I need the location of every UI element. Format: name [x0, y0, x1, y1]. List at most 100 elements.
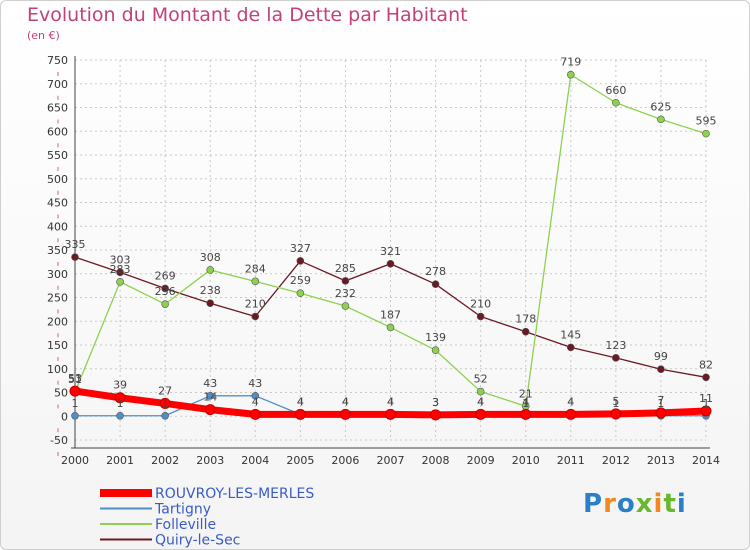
data-point: [521, 327, 530, 336]
legend-label: Folleville: [155, 517, 216, 533]
data-label: 1: [162, 397, 169, 410]
y-tick-label: -50: [50, 434, 68, 447]
data-label: 595: [696, 115, 717, 128]
y-tick-label: 300: [47, 268, 68, 281]
x-tick-label: 2005: [286, 454, 314, 467]
y-tick-label: 650: [47, 102, 68, 115]
data-point: [431, 280, 440, 289]
data-point: [657, 115, 665, 124]
data-label: 284: [245, 262, 266, 275]
data-point: [251, 312, 260, 321]
data-label: 210: [245, 298, 266, 311]
data-point: [206, 266, 215, 274]
data-point: [249, 408, 261, 420]
data-point: [475, 408, 487, 420]
data-label: 4: [297, 395, 304, 408]
x-tick-label: 2001: [106, 454, 134, 467]
data-label: 4: [342, 395, 349, 408]
x-tick-label: 2012: [602, 454, 630, 467]
data-label: 719: [560, 56, 581, 69]
data-label: 283: [110, 263, 131, 276]
data-label: 238: [200, 284, 221, 297]
data-label: 4: [297, 395, 304, 408]
data-point: [114, 392, 126, 404]
data-label: 236: [155, 285, 176, 298]
data-point: [339, 408, 351, 420]
data-label: 1: [72, 397, 79, 410]
data-label: 1: [703, 397, 710, 410]
data-label: 52: [474, 373, 488, 386]
data-label: 303: [110, 253, 131, 266]
data-label: 82: [699, 358, 713, 371]
data-label: 321: [380, 245, 401, 258]
data-point: [565, 408, 577, 420]
data-label: 27: [158, 384, 172, 397]
data-point: [612, 354, 620, 362]
data-label: 210: [470, 298, 491, 311]
data-point: [116, 268, 124, 277]
x-tick-label: 2011: [557, 454, 585, 467]
x-tick-label: 2003: [196, 454, 224, 467]
data-label: 625: [650, 100, 671, 113]
data-point: [386, 323, 395, 332]
data-point: [520, 408, 532, 420]
data-point: [116, 411, 124, 420]
logo-letter: i: [653, 489, 664, 519]
data-label: 4: [342, 395, 349, 408]
logo-letter: o: [616, 489, 636, 519]
data-point: [702, 373, 710, 382]
data-point: [251, 392, 260, 400]
data-label: 1: [657, 397, 664, 410]
x-tick-label: 2013: [647, 454, 675, 467]
data-label: 99: [654, 350, 668, 363]
logo-letter: r: [603, 489, 617, 519]
data-point: [700, 405, 712, 417]
proxiti-logo: Proxiti: [583, 489, 687, 519]
y-tick-label: 600: [47, 125, 68, 138]
x-tick-label: 2009: [467, 454, 495, 467]
data-point: [610, 408, 622, 420]
logo-letter: x: [635, 489, 654, 519]
data-point: [161, 284, 169, 293]
data-point: [655, 407, 667, 419]
data-label: 187: [380, 308, 401, 321]
data-label: 4: [477, 395, 484, 408]
data-point: [476, 387, 485, 396]
data-label: 43: [248, 377, 262, 390]
data-point: [161, 300, 169, 308]
data-label: 123: [605, 339, 626, 352]
y-tick-label: 150: [47, 339, 68, 352]
x-tick-label: 2000: [61, 454, 89, 467]
logo-letter: t: [663, 489, 677, 519]
x-tick-label: 2008: [422, 454, 450, 467]
data-label: 327: [290, 242, 311, 255]
data-point: [702, 129, 710, 138]
data-label: 4: [522, 395, 529, 408]
y-tick-label: 400: [47, 220, 68, 233]
y-tick-label: 0: [61, 410, 68, 423]
legend-label: Quiry-le-Sec: [155, 533, 240, 549]
y-tick-label: 50: [54, 387, 68, 400]
data-point: [566, 343, 575, 352]
axes: -50 0 50 100 150 200 250 300 350 400 450 500 550 600 6…: [47, 54, 720, 467]
data-label: 308: [200, 251, 221, 264]
data-point: [657, 365, 665, 374]
data-label: 139: [425, 331, 446, 344]
data-label: 232: [335, 287, 356, 300]
data-label: 4: [387, 395, 394, 408]
data-point: [476, 312, 485, 321]
x-tick-label: 2002: [151, 454, 179, 467]
data-label: 1: [612, 397, 619, 410]
data-label: 39: [113, 379, 127, 392]
data-point: [294, 408, 306, 420]
y-tick-label: 250: [47, 292, 68, 305]
chart-title: Evolution du Montant de la Dette par Hab…: [27, 4, 468, 26]
data-point: [206, 299, 215, 308]
data-point: [296, 289, 305, 298]
data-point: [430, 409, 442, 421]
data-point: [159, 397, 171, 409]
data-label: 5: [612, 395, 619, 408]
data-label: 14: [203, 391, 217, 404]
data-label: 4: [252, 395, 259, 408]
logo-letter: i: [676, 489, 687, 519]
